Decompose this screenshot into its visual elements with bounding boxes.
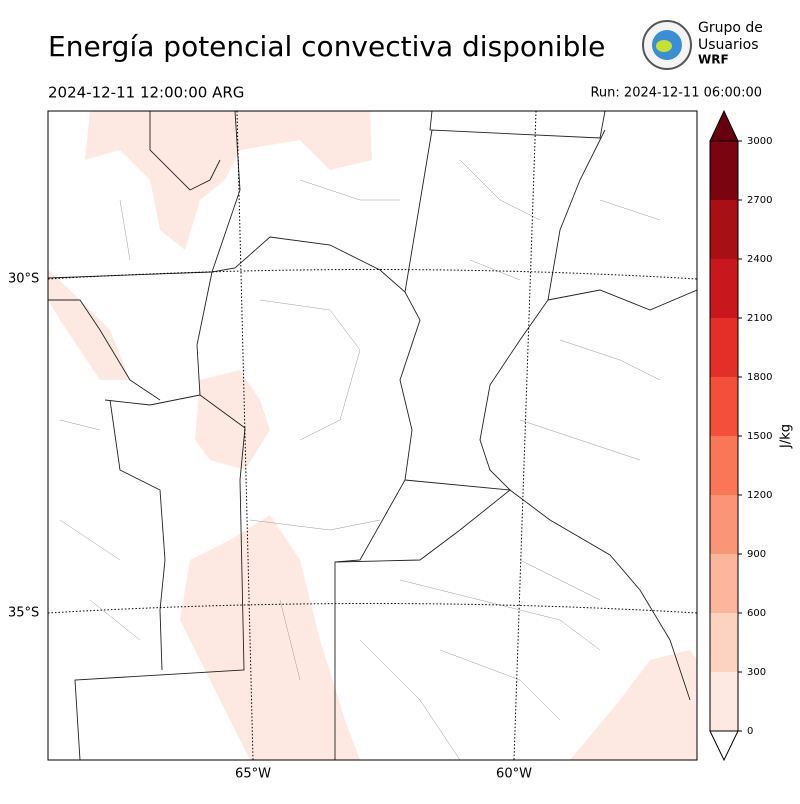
logo: Grupo de Usuarios WRF <box>642 20 763 70</box>
colorbar-bin <box>710 672 738 731</box>
lat-label: 30°S <box>8 272 39 287</box>
colorbar-tick-label: 1200 <box>747 490 772 501</box>
colorbar-bin <box>710 554 738 613</box>
title: Energía potencial convectiva disponible <box>48 30 605 63</box>
colorbar-bin <box>710 613 738 672</box>
colorbar-tick-label: 900 <box>747 549 766 560</box>
colorbar-bin <box>710 377 738 436</box>
colorbar-label: J/kg <box>779 424 794 449</box>
colorbar-bin <box>710 200 738 259</box>
colorbar-tick-label: 3000 <box>747 136 772 147</box>
colorbar: J/kg 0 300 600 900 1200 1500 1800 2100 2400 2700 3… <box>709 109 794 762</box>
logo-text: Usuarios <box>698 37 759 53</box>
colorbar-bin <box>710 318 738 377</box>
lon-label: 60°W <box>496 767 532 782</box>
logo-text: WRF <box>698 53 729 67</box>
colorbar-tick-label: 2100 <box>747 313 772 324</box>
colorbar-under <box>709 730 739 762</box>
colorbar-tick-label: 300 <box>747 667 766 678</box>
colorbar-bin <box>710 495 738 554</box>
colorbar-bin <box>710 141 738 200</box>
colorbar-tick-label: 2400 <box>747 254 772 265</box>
run-time: Run: 2024-12-11 06:00:00 <box>590 86 762 101</box>
colorbar-tick-label: 1500 <box>747 431 772 442</box>
valid-time: 2024-12-11 12:00:00 ARG <box>48 84 244 102</box>
colorbar-tick-label: 600 <box>747 608 766 619</box>
map: 30°S 35°S 65°W 60°W <box>8 110 698 782</box>
colorbar-over <box>709 109 739 142</box>
colorbar-tick-label: 1800 <box>747 372 772 383</box>
colorbar-tick-label: 2700 <box>747 195 772 206</box>
colorbar-tick-label: 0 <box>747 726 753 737</box>
logo-text: Grupo de <box>698 20 763 36</box>
colorbar-bin <box>710 259 738 318</box>
lat-label: 35°S <box>8 606 39 621</box>
lon-label: 65°W <box>235 767 271 782</box>
colorbar-bin <box>710 436 738 495</box>
